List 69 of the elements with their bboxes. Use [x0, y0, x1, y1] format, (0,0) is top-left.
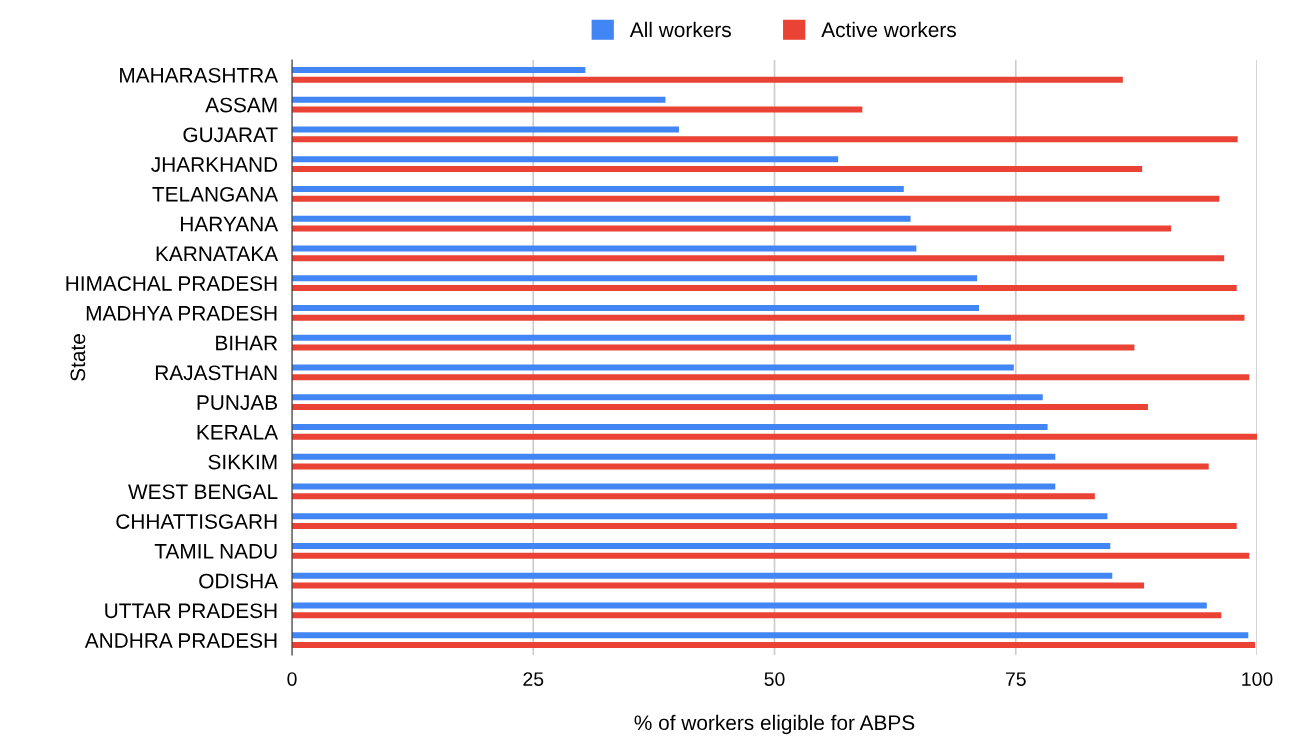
y-tick-label: RAJASTHAN: [155, 365, 277, 381]
x-tick-label: 100: [1242, 672, 1273, 686]
y-tick-label: PUNJAB: [197, 395, 278, 410]
bar: [292, 275, 978, 282]
bar: [292, 582, 1145, 589]
y-tick-label: ODISHA: [199, 573, 279, 589]
y-tick-label: ANDHRA PRADESH: [84, 633, 277, 648]
bar: [292, 523, 1237, 530]
y-tick-label: WEST BENGAL: [128, 484, 278, 500]
legend-label: Active workers: [821, 21, 956, 38]
bar: [292, 255, 1225, 262]
bar: [292, 106, 863, 113]
bar: [292, 334, 1011, 341]
bar: [292, 304, 980, 311]
bar: [292, 552, 1250, 559]
bar: [292, 404, 1148, 411]
x-tick-label: 25: [523, 672, 544, 686]
bar: [292, 215, 911, 222]
bar: [292, 572, 1113, 579]
x-tick-label: 75: [1005, 672, 1026, 686]
bar: [292, 245, 917, 252]
bar: [292, 433, 1257, 440]
bar: [292, 364, 1014, 371]
y-tick-label: MAHARASHTRA: [120, 67, 279, 83]
x-tick-label: 50: [764, 672, 785, 686]
y-tick-label: TELANGANA: [152, 186, 279, 202]
bar: [292, 166, 1143, 173]
bar: [292, 96, 666, 103]
bar: [292, 76, 1123, 83]
bar: [292, 632, 1249, 639]
y-tick-label: KERALA: [197, 425, 279, 440]
bar: [292, 374, 1250, 381]
y-tick-label: GUJARAT: [183, 127, 278, 143]
y-tick-label: TAMIL NADU: [154, 544, 277, 559]
y-tick-label: KARNATAKA: [156, 246, 279, 261]
bar: [292, 642, 1256, 649]
y-tick-label: HIMACHAL PRADESH: [66, 276, 277, 291]
y-tick-label: CHHATTISGARH: [116, 514, 277, 529]
x-axis-title: % of workers eligible for ABPS: [634, 714, 915, 735]
y-tick-label: MADHYA PRADESH: [86, 305, 277, 321]
bar: [292, 453, 1056, 460]
bar: [292, 185, 904, 192]
bar: [292, 493, 1095, 500]
bar: [292, 136, 1238, 143]
bar: [292, 513, 1108, 520]
bar: [292, 126, 679, 133]
bar: [292, 195, 1220, 202]
y-tick-label: HARYANA: [181, 216, 279, 232]
y-tick-label: BIHAR: [216, 335, 278, 351]
bar: [292, 66, 586, 73]
y-axis-title: State: [70, 334, 86, 381]
legend-label: All workers: [629, 21, 731, 38]
bar: [292, 156, 839, 163]
bar: [292, 285, 1237, 292]
bar: [292, 394, 1043, 401]
y-tick-label: UTTAR PRADESH: [105, 603, 277, 619]
bar: [292, 612, 1222, 619]
y-tick-label: ASSAM: [205, 97, 277, 113]
bar: [292, 463, 1209, 470]
bar: [292, 483, 1056, 490]
bar: [292, 344, 1135, 351]
y-tick-label: SIKKIM: [208, 454, 277, 470]
bar: [292, 542, 1111, 549]
y-tick-label: JHARKHAND: [151, 157, 278, 172]
x-tick-label: 0: [287, 672, 297, 686]
bar: [292, 314, 1245, 321]
bar: [292, 602, 1207, 609]
bar: [292, 423, 1048, 430]
bar: [292, 225, 1172, 232]
